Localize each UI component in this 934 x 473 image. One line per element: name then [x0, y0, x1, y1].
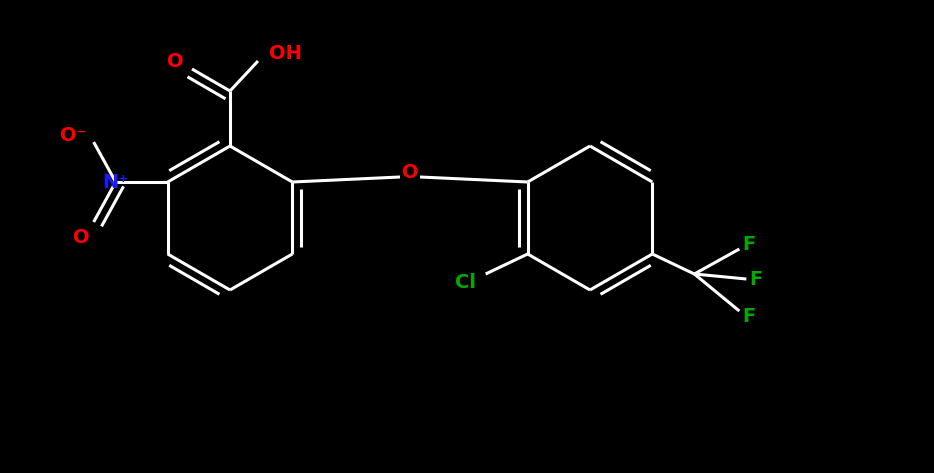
Text: F: F — [743, 307, 756, 325]
Text: F: F — [743, 235, 756, 254]
Text: O: O — [402, 163, 418, 182]
Text: O: O — [74, 228, 90, 246]
Text: Cl: Cl — [455, 272, 476, 291]
Text: F: F — [750, 270, 763, 289]
Text: N⁺: N⁺ — [103, 173, 129, 192]
Text: O⁻: O⁻ — [61, 125, 87, 144]
Text: O: O — [166, 52, 183, 70]
Text: OH: OH — [269, 44, 302, 62]
